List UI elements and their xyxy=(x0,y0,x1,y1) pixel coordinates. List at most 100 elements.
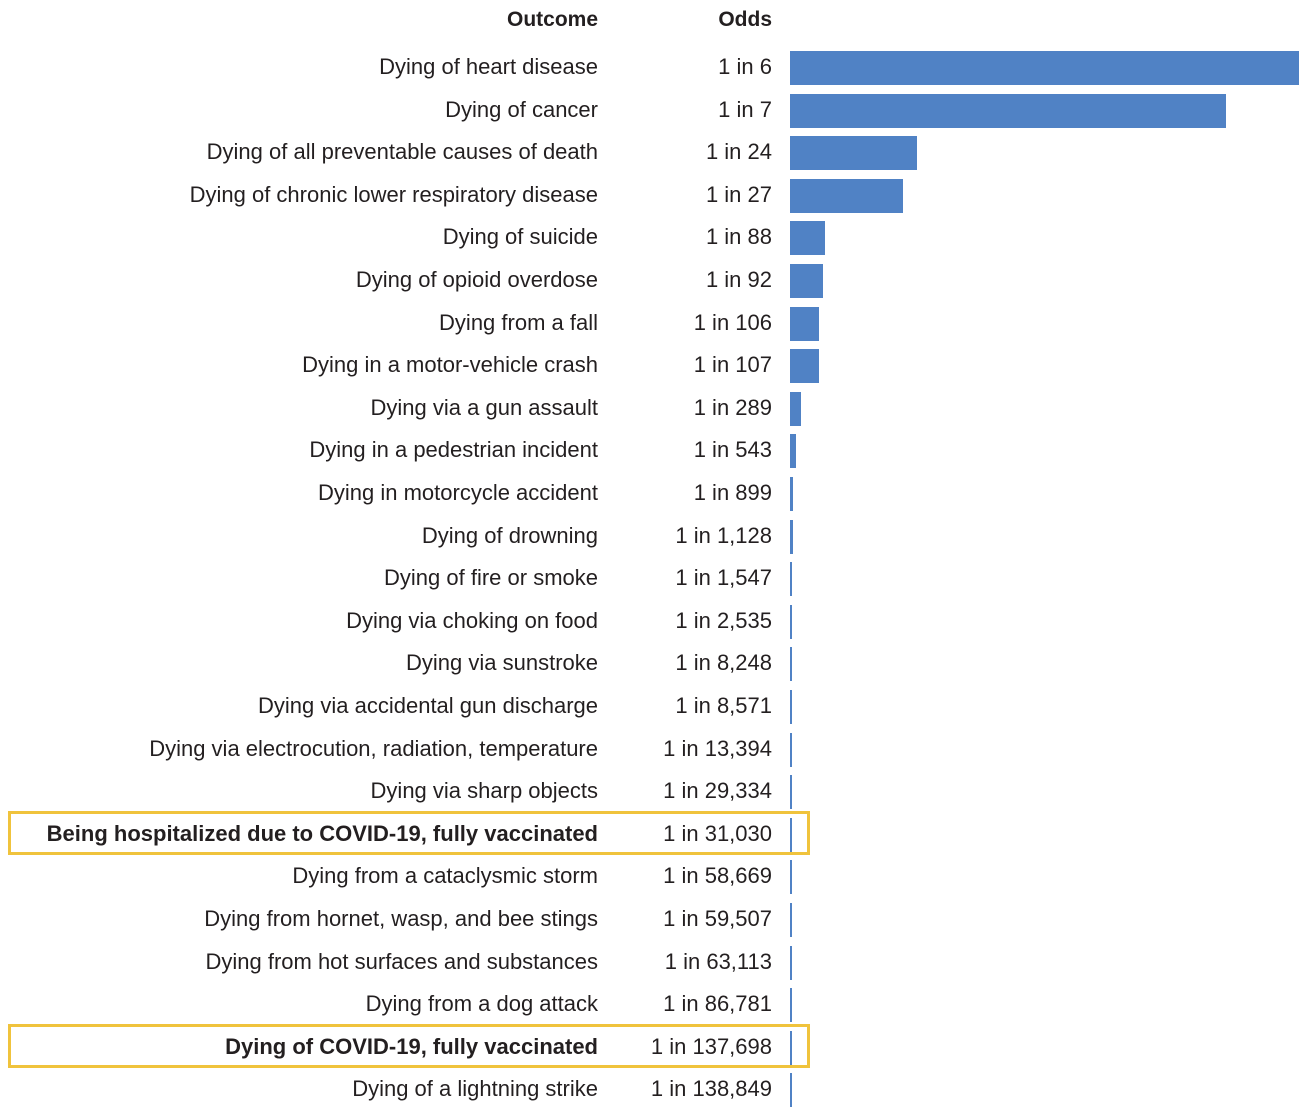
odds-value-label: 1 in 27 xyxy=(705,181,772,207)
category-label: Dying of all preventable causes of death xyxy=(206,139,598,165)
category-label: Dying from a dog attack xyxy=(365,991,598,1017)
category-label: Dying in motorcycle accident xyxy=(317,480,598,505)
category-label: Dying via choking on food xyxy=(346,607,598,633)
probability-bar xyxy=(790,817,792,852)
chart-row: Dying in motorcycle accident 1 in 899 xyxy=(0,472,1299,514)
category-label: Dying of cancer xyxy=(445,96,598,122)
category-label: Being hospitalized due to COVID-19, full… xyxy=(46,820,598,846)
odds-value-label: 1 in 86,781 xyxy=(663,991,772,1017)
category-label: Dying via accidental gun discharge xyxy=(258,693,598,718)
odds-value-label: 1 in 58,669 xyxy=(663,863,772,889)
category-label: Dying in a motor-vehicle crash xyxy=(302,352,598,378)
chart-row: Dying of cancer 1 in 7 xyxy=(0,89,1299,131)
probability-bar xyxy=(790,732,792,767)
probability-bar xyxy=(790,1030,792,1065)
probability-bar xyxy=(790,136,918,171)
chart-row: Dying via choking on food 1 in 2,535 xyxy=(0,600,1299,642)
odds-column-header: Odds xyxy=(718,8,772,31)
chart-row: Dying from a dog attack 1 in 86,781 xyxy=(0,983,1299,1025)
odds-value-label: 1 in 107 xyxy=(693,352,772,378)
probability-bar xyxy=(790,221,825,256)
chart-row: Dying from hornet, wasp, and bee stings 1… xyxy=(0,898,1299,940)
odds-value-label: 1 in 8,571 xyxy=(675,693,772,718)
odds-value-label: 1 in 63,113 xyxy=(664,948,772,974)
category-label: Dying from hornet, wasp, and bee stings xyxy=(204,906,598,931)
category-label: Dying of heart disease xyxy=(379,54,598,79)
chart-row: Dying in a motor-vehicle crash 1 in 107 xyxy=(0,344,1299,386)
odds-value-label: 1 in 8,248 xyxy=(675,650,772,676)
probability-bar xyxy=(790,93,1227,128)
category-label: Dying from a cataclysmic storm xyxy=(292,863,598,889)
odds-value-label: 1 in 59,507 xyxy=(663,906,772,931)
probability-bar xyxy=(790,690,792,724)
chart-row: Dying of fire or smoke 1 in 1,547 xyxy=(0,557,1299,599)
chart-row: Dying via sharp objects 1 in 29,334 xyxy=(0,770,1299,812)
probability-bar xyxy=(790,391,801,426)
odds-value-label: 1 in 137,698 xyxy=(650,1033,772,1059)
odds-value-label: 1 in 1,128 xyxy=(675,522,772,548)
chart-row: Dying of all preventable causes of death… xyxy=(0,131,1299,173)
chart-row: Dying from a fall 1 in 106 xyxy=(0,302,1299,344)
chart-row: Dying of drowning 1 in 1,128 xyxy=(0,515,1299,557)
probability-bar xyxy=(790,945,792,980)
odds-value-label: 1 in 13,394 xyxy=(663,735,772,761)
odds-value-label: 1 in 899 xyxy=(693,480,772,505)
category-label: Dying of a lightning strike xyxy=(352,1076,598,1102)
highlighted-chart-row: Dying of COVID-19, fully vaccinated 1 in … xyxy=(0,1026,1299,1068)
chart-row: Dying from a cataclysmic storm 1 in 58,66… xyxy=(0,855,1299,897)
category-label: Dying of chronic lower respiratory disea… xyxy=(189,181,598,207)
probability-bar xyxy=(790,519,793,554)
odds-value-label: 1 in 6 xyxy=(718,54,772,79)
odds-value-label: 1 in 289 xyxy=(693,394,772,420)
category-label: Dying via sunstroke xyxy=(406,650,598,676)
chart-row: Dying from hot surfaces and substances 1 … xyxy=(0,941,1299,983)
odds-value-label: 1 in 543 xyxy=(693,437,772,463)
category-label: Dying of suicide xyxy=(442,224,598,250)
outcome-column-header: Outcome xyxy=(506,8,598,31)
highlighted-chart-row: Being hospitalized due to COVID-19, full… xyxy=(0,813,1299,855)
probability-bar xyxy=(790,775,792,810)
probability-bar xyxy=(790,562,792,597)
category-label: Dying of COVID-19, fully vaccinated xyxy=(225,1033,598,1059)
chart-row: Dying of heart disease 1 in 6 xyxy=(0,46,1299,88)
category-label: Dying in a pedestrian incident xyxy=(309,437,598,463)
highlight-box xyxy=(8,810,810,855)
odds-value-label: 1 in 2,535 xyxy=(675,607,772,633)
odds-value-label: 1 in 106 xyxy=(693,309,772,335)
category-label: Dying of opioid overdose xyxy=(355,267,598,292)
odds-value-label: 1 in 29,334 xyxy=(663,778,772,804)
probability-bar xyxy=(790,477,794,511)
odds-value-label: 1 in 92 xyxy=(705,267,772,292)
chart-row: Dying via a gun assault 1 in 289 xyxy=(0,387,1299,429)
chart-row: Dying in a pedestrian incident 1 in 543 xyxy=(0,429,1299,471)
category-label: Dying from hot surfaces and substances xyxy=(205,948,598,974)
chart-row: Dying of chronic lower respiratory disea… xyxy=(0,174,1299,216)
probability-bar xyxy=(790,51,1299,85)
chart-row: Dying of a lightning strike 1 in 138,849 xyxy=(0,1068,1299,1110)
odds-value-label: 1 in 31,030 xyxy=(663,820,772,846)
probability-bar xyxy=(790,434,796,469)
odds-value-label: 1 in 24 xyxy=(705,139,772,165)
chart-row: Dying via sunstroke 1 in 8,248 xyxy=(0,642,1299,684)
chart-row: Dying via electrocution, radiation, temp… xyxy=(0,728,1299,770)
probability-bar xyxy=(790,264,824,298)
odds-value-label: 1 in 7 xyxy=(718,96,772,122)
odds-value-label: 1 in 138,849 xyxy=(650,1076,772,1102)
probability-bar xyxy=(790,349,819,384)
highlight-box xyxy=(8,1023,810,1068)
category-label: Dying of drowning xyxy=(421,522,598,548)
probability-bar xyxy=(790,604,792,639)
category-label: Dying via sharp objects xyxy=(370,778,598,804)
chart-row: Dying via accidental gun discharge 1 in 8… xyxy=(0,685,1299,727)
probability-bar xyxy=(790,903,792,937)
probability-bar xyxy=(790,988,792,1023)
chart-row: Dying of suicide 1 in 88 xyxy=(0,216,1299,258)
odds-value-label: 1 in 1,547 xyxy=(675,565,772,591)
probability-bar xyxy=(790,178,904,213)
category-label: Dying via a gun assault xyxy=(370,394,598,420)
category-label: Dying via electrocution, radiation, temp… xyxy=(149,735,598,761)
category-label: Dying from a fall xyxy=(439,309,598,335)
probability-bar xyxy=(790,306,819,341)
category-label: Dying of fire or smoke xyxy=(384,565,598,591)
